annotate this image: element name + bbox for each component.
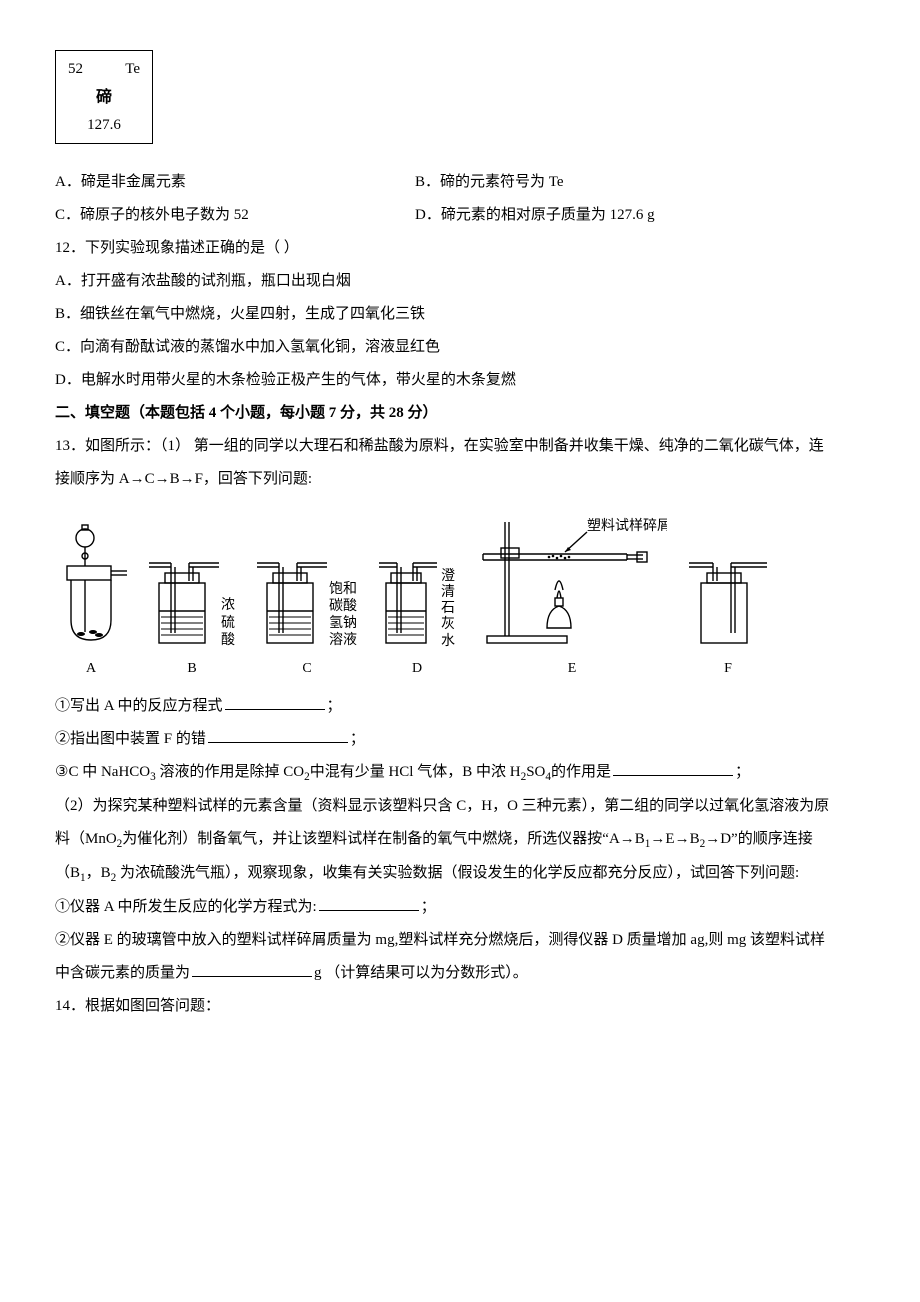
q13-p3-b: 溶液的作用是除掉 CO [156, 764, 304, 780]
q13-p1-pre: ①写出 A 中的反应方程式 [55, 698, 223, 714]
q13-p3-post: ； [735, 764, 750, 780]
q13-part2-a: （2）为探究某种塑料试样的元素含量（资料显示该塑料只含 C，H，O 三种元素），… [55, 790, 865, 823]
B-txt3: 酸 [221, 632, 235, 650]
q12-optC: C．向滴有酚酞试液的蒸馏水中加入氢氧化铜，溶液显红色 [55, 331, 865, 364]
apparatus-row: A [55, 510, 865, 685]
apparatus-F-svg [689, 555, 767, 650]
q13-p2: ②指出图中装置 F 的错 ； [55, 723, 865, 756]
q13-p3: ③C 中 NaHCO3 溶液的作用是除掉 CO2中混有少量 HCl 气体，B 中… [55, 756, 865, 790]
q13-p5-b: 中含碳元素的质量为 g （计算结果可以为分数形式）。 [55, 957, 865, 990]
q13-part2-e-pre: （B [55, 865, 80, 881]
q11-row1: A．碲是非金属元素 B．碲的元素符号为 Te [55, 166, 865, 199]
q12-optB: B．细铁丝在氧气中燃烧，火星四射，生成了四氧化三铁 [55, 298, 865, 331]
q13-part2-e-post: 为浓硫酸洗气瓶），观察现象，收集有关实验数据（假设发生的化学反应都充分反应），试… [116, 865, 799, 881]
apparatus-C: 饱和 碳酸 氢钠 溶液 C [257, 555, 357, 685]
q13-p5-b-post: g （计算结果可以为分数形式）。 [314, 965, 528, 981]
q11-row2: C．碲原子的核外电子数为 52 D．碲元素的相对原子质量为 127.6 g [55, 199, 865, 232]
C-txt2: 碳酸 [329, 599, 357, 616]
apparatus-D-svg [379, 555, 439, 650]
apparatus-A: A [55, 520, 127, 685]
q13-p3-c: 中混有少量 HCl 气体，B 中浓 H [310, 764, 521, 780]
q13-p1-post: ； [327, 698, 342, 714]
D-txt5: 水 [441, 634, 455, 650]
apparatus-A-svg [55, 520, 127, 650]
q13-p5-b-pre: 中含碳元素的质量为 [55, 965, 190, 981]
blank [225, 694, 325, 710]
q13-p4-post: ； [421, 899, 436, 915]
q11-optC: C．碲原子的核外电子数为 52 [55, 199, 415, 232]
apparatus-E-svg: 塑料试样碎屑 [477, 510, 667, 650]
q13-p2-post: ； [350, 731, 365, 747]
q13-part2-b-post: 为催化剂）制备氧气，并让该塑料试样在制备的氧气中燃烧，所选仪器按“A→B [122, 831, 645, 847]
label-A: A [86, 654, 96, 685]
section2-title: 二、填空题（本题包括 4 个小题，每小题 7 分，共 28 分） [55, 397, 865, 430]
label-F: F [724, 654, 732, 685]
q13-p3-e: 的作用是 [551, 764, 611, 780]
q13-p4: ①仪器 A 中所发生反应的化学方程式为: ； [55, 891, 865, 924]
apparatus-B: 浓 硫 酸 B [149, 555, 235, 685]
element-name: 碲 [60, 85, 148, 111]
q13-part2-e-mid: ，B [86, 865, 111, 881]
B-txt1: 浓 [221, 597, 235, 615]
label-B: B [187, 654, 196, 685]
label-C: C [302, 654, 311, 685]
q13-part2-e: （B1，B2 为浓硫酸洗气瓶），观察现象，收集有关实验数据（假设发生的化学反应都… [55, 857, 865, 891]
q14-stem: 14．根据如图回答问题： [55, 990, 865, 1023]
element-top-row: 52 Te [60, 57, 148, 81]
q13-part2-d: →D”的顺序连接 [705, 831, 813, 847]
blank [613, 760, 733, 776]
blank [192, 961, 312, 977]
apparatus-C-svg [257, 555, 327, 650]
label-E: E [568, 654, 577, 685]
atomic-number: 52 [68, 57, 83, 81]
D-txt1: 澄 [441, 569, 455, 585]
q13-p5-a: ②仪器 E 的玻璃管中放入的塑料试样碎屑质量为 mg,塑料试样充分燃烧后，测得仪… [55, 924, 865, 957]
E-label-text: 塑料试样碎屑 [587, 518, 667, 534]
D-txt2: 清 [441, 585, 455, 601]
q13-part2-c: →E→B [650, 831, 699, 847]
element-symbol: Te [125, 57, 140, 81]
q13-p4-pre: ①仪器 A 中所发生反应的化学方程式为: [55, 899, 317, 915]
label-D: D [412, 654, 422, 685]
q11-optD: D．碲元素的相对原子质量为 127.6 g [415, 199, 865, 232]
D-txt3: 石 [441, 601, 455, 617]
B-txt2: 硫 [221, 615, 235, 633]
q11-optA: A．碲是非金属元素 [55, 166, 415, 199]
blank [319, 895, 419, 911]
C-txt4: 溶液 [329, 633, 357, 650]
q12-optD: D．电解水时用带火星的木条检验正极产生的气体，带火星的木条复燃 [55, 364, 865, 397]
q12-stem: 12．下列实验现象描述正确的是（ ） [55, 232, 865, 265]
q13-stem-a: 13．如图所示：（1） 第一组的同学以大理石和稀盐酸为原料，在实验室中制备并收集… [55, 430, 865, 463]
q11-optB: B．碲的元素符号为 Te [415, 166, 865, 199]
apparatus-E: 塑料试样碎屑 E [477, 510, 667, 685]
blank [208, 727, 348, 743]
q13-p1: ①写出 A 中的反应方程式 ； [55, 690, 865, 723]
q13-stem-b: 接顺序为 A→C→B→F，回答下列问题: [55, 463, 865, 496]
C-txt1: 饱和 [329, 582, 357, 599]
C-txt3: 氢钠 [329, 616, 357, 633]
q13-part2-b-pre: 料（MnO [55, 831, 117, 847]
q13-p3-d: SO [526, 764, 545, 780]
element-card: 52 Te 碲 127.6 [55, 50, 153, 144]
q13-p2-pre: ②指出图中装置 F 的错 [55, 731, 206, 747]
q13-p3-a: ③C 中 NaHCO [55, 764, 150, 780]
q13-part2-b: 料（MnO2为催化剂）制备氧气，并让该塑料试样在制备的氧气中燃烧，所选仪器按“A… [55, 823, 865, 857]
q12-optA: A．打开盛有浓盐酸的试剂瓶，瓶口出现白烟 [55, 265, 865, 298]
apparatus-F: F [689, 555, 767, 685]
element-mass: 127.6 [60, 113, 148, 137]
D-txt4: 灰 [441, 617, 455, 633]
apparatus-D: 澄 清 石 灰 水 D [379, 555, 455, 685]
apparatus-B-svg [149, 555, 219, 650]
